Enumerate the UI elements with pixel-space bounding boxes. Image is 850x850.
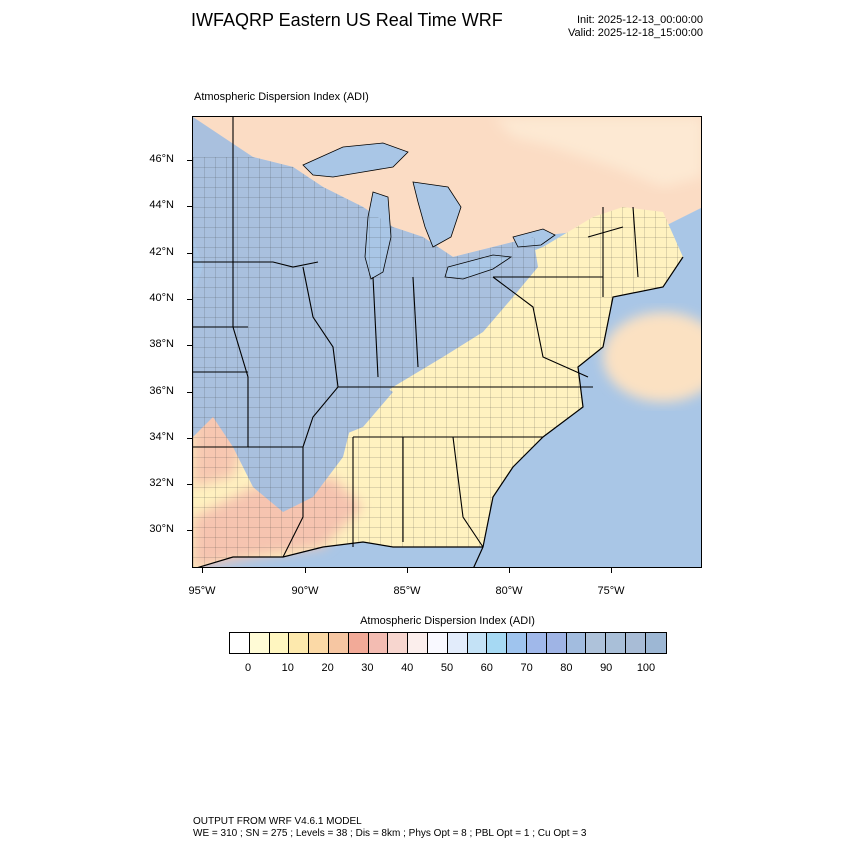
latitude-label: 46°N <box>149 153 174 165</box>
colorbar-tick-label: 20 <box>321 662 334 674</box>
longitude-tick <box>509 568 510 573</box>
us-coastline <box>197 256 684 567</box>
longitude-tick <box>202 568 203 573</box>
latitude-tick <box>187 298 192 300</box>
latitude-tick <box>187 391 192 393</box>
latitude-label: 36°N <box>149 384 174 397</box>
colorbar-cell <box>606 633 626 653</box>
init-time-label: Init: 2025-12-13_00:00:00 <box>577 14 703 26</box>
colorbar-tick-label: 10 <box>281 662 294 674</box>
colorbar-cell <box>526 633 547 653</box>
colorbar-tick-label: 80 <box>560 662 573 674</box>
colorbar-tick-label: 60 <box>480 662 493 674</box>
footer-line-1: OUTPUT FROM WRF V4.6.1 MODEL <box>193 816 362 827</box>
colorbar-cell <box>328 633 349 653</box>
lake-huron <box>412 181 462 248</box>
colorbar-cell <box>368 633 389 653</box>
colorbar-tick-label: 70 <box>520 662 533 674</box>
latitude-label: 38°N <box>149 338 174 351</box>
colorbar-cell <box>625 633 646 653</box>
colorbar <box>229 632 667 654</box>
latitude-tick <box>187 160 192 161</box>
longitude-label: 85°W <box>393 585 421 597</box>
latitude-label: 34°N <box>149 430 174 443</box>
longitude-label: 75°W <box>597 585 625 597</box>
colorbar-tick-label: 100 <box>636 662 656 674</box>
longitude-tick <box>611 568 612 573</box>
colorbar-tick-label: 50 <box>440 662 454 674</box>
colorbar-tick-label: 90 <box>600 662 613 674</box>
latitude-tick <box>187 530 192 532</box>
map-panel <box>192 116 702 568</box>
state-borders <box>193 117 639 558</box>
latitude-label: 30°N <box>149 523 174 536</box>
colorbar-cell <box>467 633 488 653</box>
colorbar-cell <box>230 633 250 653</box>
latitude-label: 40°N <box>149 291 174 304</box>
colorbar-cell <box>249 633 270 653</box>
county-borders <box>193 157 683 567</box>
colorbar-cell <box>645 633 666 653</box>
model-info-footer: OUTPUT FROM WRF V4.6.1 MODEL WE = 310 ; … <box>193 816 586 840</box>
colorbar-cell <box>269 633 290 653</box>
colorbar-cell <box>566 633 587 653</box>
colorbar-cell <box>507 633 527 653</box>
colorbar-tick-label: 40 <box>401 662 414 674</box>
colorbar-cell <box>487 633 508 653</box>
latitude-label: 42°N <box>149 245 174 258</box>
ocean-plume <box>603 312 701 402</box>
latitude-tick <box>187 437 192 439</box>
colorbar-cell <box>289 633 310 653</box>
latitude-tick <box>187 484 192 486</box>
colorbar-tick-label: 30 <box>361 662 374 674</box>
map-subtitle: Atmospheric Dispersion Index (ADI) <box>194 91 369 103</box>
latitude-label: 44°N <box>149 199 174 212</box>
colorbar-cell <box>586 633 607 653</box>
longitude-tick <box>407 568 408 573</box>
colorbar-cell <box>427 633 448 653</box>
colorbar-cell <box>546 633 567 653</box>
colorbar-cell <box>388 633 409 653</box>
lake-superior <box>302 142 409 178</box>
colorbar-tick-label: 0 <box>244 662 252 674</box>
latitude-tick <box>187 252 192 254</box>
longitude-tick <box>305 568 306 573</box>
colorbar-title: Atmospheric Dispersion Index (ADI) <box>360 615 535 627</box>
footer-line-2: WE = 310 ; SN = 275 ; Levels = 38 ; Dis … <box>193 828 587 839</box>
longitude-label: 95°W <box>188 585 216 597</box>
latitude-tick <box>187 345 192 347</box>
longitude-label: 80°W <box>495 585 523 597</box>
map-svg <box>193 117 701 567</box>
colorbar-cell <box>348 633 369 653</box>
longitude-label: 90°W <box>291 585 319 597</box>
colorbar-cell <box>309 633 329 653</box>
colorbar-cell <box>447 633 468 653</box>
latitude-label: 32°N <box>149 477 174 490</box>
latitude-tick <box>187 206 192 208</box>
chart-title: IWFAQRP Eastern US Real Time WRF <box>191 10 503 30</box>
colorbar-cell <box>408 633 428 653</box>
valid-time-label: Valid: 2025-12-18_15:00:00 <box>568 27 703 39</box>
